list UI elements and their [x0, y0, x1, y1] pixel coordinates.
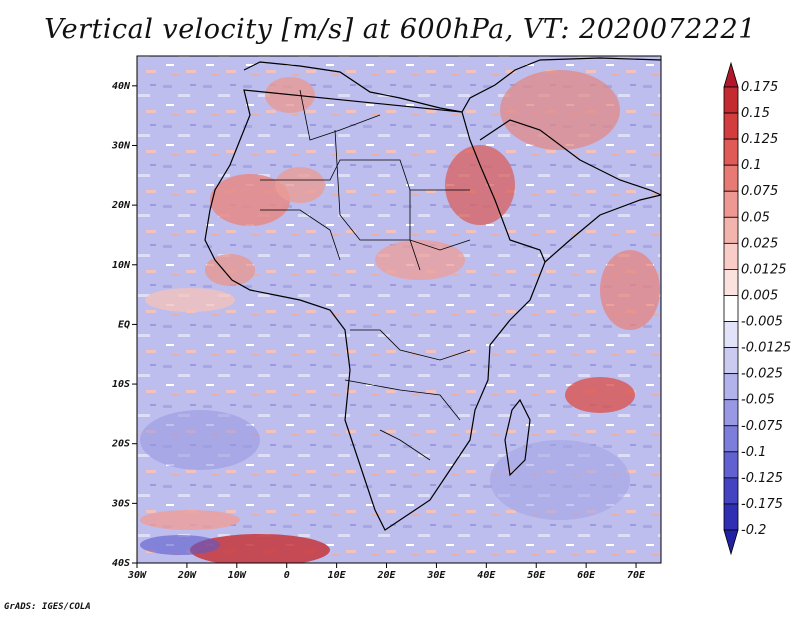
colorbar-label: 0.025 — [741, 236, 778, 251]
colorbar-label: 0.15 — [741, 106, 770, 121]
colorbar-swatch — [723, 321, 739, 348]
lat-tick-label: 10N — [112, 260, 131, 271]
colorbar-swatch — [723, 451, 739, 479]
lat-tick-label: 30N — [111, 140, 131, 151]
colorbar-label: -0.2 — [741, 523, 766, 538]
lat-tick-label: 30S — [111, 498, 130, 509]
lon-tick-label: 60E — [577, 570, 596, 581]
lon-tick-label: 20W — [177, 570, 197, 581]
coastlines — [204, 57, 661, 531]
colorbar-label: 0.075 — [741, 184, 778, 199]
colorbar-swatch — [723, 61, 739, 88]
lat-tick-label: 40S — [112, 558, 130, 569]
lat-tick-label: 40N — [112, 81, 131, 92]
velocity-field — [137, 56, 661, 563]
colorbar-label: -0.025 — [741, 367, 783, 382]
colorbar-label: 0.175 — [741, 80, 778, 95]
colorbar-label: -0.175 — [741, 497, 783, 512]
colorbar-label: 0.05 — [741, 210, 770, 225]
lon-tick-label: 70E — [627, 570, 646, 581]
lat-tick-label: 10S — [112, 379, 130, 390]
lat-tick-label: 20N — [111, 200, 131, 211]
lon-tick-label: 10W — [228, 570, 247, 581]
lon-tick-label: 20E — [376, 570, 396, 581]
colorbar-label: -0.05 — [741, 393, 775, 408]
colorbar-swatch — [723, 269, 739, 296]
colorbar: 0.175 0.15 0.125 0.1 0.075 0.05 0.025 0.0125 0.0… — [723, 61, 791, 556]
colorbar-swatch — [723, 529, 739, 556]
lon-tick-label: 0 — [284, 570, 290, 581]
lon-tick-label: 10E — [328, 570, 347, 581]
colorbar-swatch — [723, 503, 739, 531]
colorbar-label: -0.0125 — [741, 341, 791, 356]
colorbar-swatch — [723, 399, 739, 427]
colorbar-label: -0.075 — [741, 419, 783, 434]
colorbar-swatch — [723, 190, 739, 218]
lat-tick-label: EQ — [118, 319, 130, 330]
colorbar-swatch — [723, 138, 739, 166]
colorbar-label: 0.1 — [741, 158, 762, 173]
colorbar-swatch — [723, 164, 739, 192]
chart-title: Vertical velocity [m/s] at 600hPa, VT: 2… — [44, 14, 756, 45]
longitude-axis: 30W 20W 10W 0 10E 20E 30E 40E 50E 60E 70E — [127, 563, 646, 581]
colorbar-swatch — [723, 425, 739, 453]
colorbar-swatch — [723, 477, 739, 505]
colorbar-label: -0.005 — [741, 315, 783, 330]
colorbar-swatch — [723, 86, 739, 114]
lon-tick-label: 30E — [426, 570, 446, 581]
colorbar-swatch — [723, 112, 739, 140]
colorbar-swatch — [723, 242, 739, 270]
lon-tick-label: 40E — [477, 570, 496, 581]
colorbar-label: -0.125 — [741, 471, 783, 486]
colorbar-label: 0.125 — [741, 132, 778, 147]
lat-tick-label: 20S — [111, 439, 130, 450]
colorbar-swatch — [723, 373, 739, 401]
lon-tick-label: 50E — [527, 570, 546, 581]
grads-credit: GrADS: IGES/COLA — [4, 602, 91, 612]
latitude-axis: 40N 30N 20N 10N EQ 10S 20S 30S 40S — [111, 81, 137, 569]
colorbar-label: 0.0125 — [741, 262, 787, 277]
colorbar-label: 0.005 — [741, 288, 778, 303]
map-frame — [136, 55, 662, 564]
lon-tick-label: 30W — [127, 570, 147, 581]
colorbar-swatch — [723, 347, 739, 375]
country-borders — [260, 89, 471, 461]
colorbar-swatch — [723, 295, 739, 322]
colorbar-label: -0.1 — [741, 445, 766, 460]
colorbar-swatch — [723, 216, 739, 244]
